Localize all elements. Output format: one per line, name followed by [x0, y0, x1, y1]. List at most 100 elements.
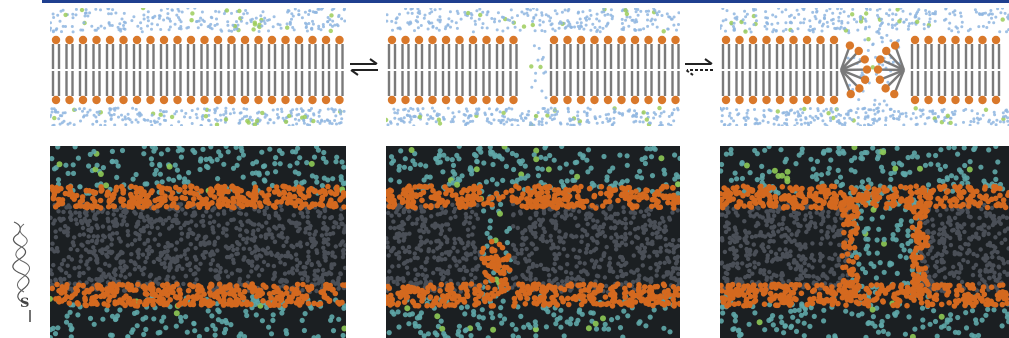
water-dot [886, 80, 890, 84]
tail-bead [448, 216, 453, 221]
water-bead [225, 149, 231, 155]
tail-bead [390, 264, 395, 269]
water-dot [317, 114, 321, 118]
tail-bead [235, 251, 240, 256]
water-dot [781, 111, 785, 115]
water-dot [575, 21, 579, 25]
water-dot [250, 118, 254, 122]
water-dot [340, 117, 344, 121]
water-bead [50, 335, 53, 338]
water-dot [469, 12, 473, 15]
water-dot [924, 12, 928, 16]
hydrophobic-pore-drawing [386, 8, 680, 126]
water-dot [880, 21, 884, 25]
ion-bead [97, 171, 104, 177]
tail-bead [77, 232, 82, 238]
lipid-tail [839, 69, 852, 95]
tail-bead [84, 280, 89, 285]
water-bead [644, 146, 650, 152]
tail-bead [461, 221, 467, 226]
lipid-head [829, 35, 839, 45]
water-dot [677, 23, 680, 26]
tail-bead [123, 208, 129, 213]
water-dot [604, 113, 608, 117]
tail-bead [650, 241, 655, 247]
tail-bead [557, 239, 563, 244]
tail-bead [520, 230, 525, 235]
tail-bead [413, 267, 418, 272]
water-dot [226, 23, 230, 27]
water-dot [635, 20, 639, 24]
tail-bead [73, 210, 78, 215]
water-bead [469, 167, 475, 173]
water-dot [787, 111, 791, 115]
water-bead [157, 163, 163, 169]
water-bead [490, 161, 496, 168]
water-dot [790, 21, 793, 25]
tail-bead [65, 226, 71, 231]
tail-bead [81, 232, 87, 237]
headgroup-bead [238, 187, 244, 194]
tail-bead [528, 274, 533, 279]
water-dot [666, 27, 670, 31]
headgroup-bead [143, 197, 149, 203]
water-bead [601, 153, 607, 160]
headgroup-bead [305, 300, 312, 307]
tail-bead [464, 268, 470, 274]
tail-bead [241, 257, 246, 262]
lipid-tail [840, 68, 866, 81]
lipid-head [617, 95, 626, 105]
tail-bead [185, 220, 191, 226]
water-dot [433, 8, 437, 12]
water-bead [230, 165, 237, 171]
water-dot [822, 109, 826, 113]
tail-bead [328, 215, 333, 221]
water-bead [221, 161, 227, 167]
lipid-head [991, 35, 1001, 45]
water-bead [522, 175, 528, 181]
tail-bead [658, 249, 663, 254]
water-bead [133, 171, 139, 178]
headgroup-bead [175, 302, 182, 308]
water-dot [409, 118, 413, 121]
tail-bead [174, 240, 180, 245]
water-dot [95, 120, 99, 124]
water-bead [395, 309, 401, 315]
water-bead [651, 307, 657, 313]
ion-dot [657, 105, 662, 111]
headgroup-bead [101, 301, 107, 307]
tail-bead [471, 225, 476, 230]
water-dot [992, 21, 996, 25]
water-dot [526, 113, 530, 117]
water-bead [605, 326, 612, 332]
tail-bead [144, 255, 150, 260]
water-dot [534, 71, 538, 75]
tail-bead [419, 241, 424, 247]
water-dot [770, 22, 774, 26]
headgroup-bead [54, 281, 60, 288]
water-dot [899, 8, 903, 10]
water-dot [177, 120, 181, 124]
lipid-head [213, 35, 223, 45]
tail-bead [87, 218, 92, 224]
tail-bead [149, 249, 155, 254]
water-bead [197, 166, 203, 173]
water-bead [272, 161, 278, 167]
ion-dot [466, 10, 471, 16]
water-bead [396, 324, 402, 330]
water-dot [595, 12, 599, 16]
water-bead [262, 178, 268, 184]
headgroup-bead [260, 298, 266, 304]
tail-bead [322, 237, 327, 242]
ion-dot [775, 109, 780, 114]
water-dot [448, 10, 452, 14]
water-dot [82, 114, 86, 118]
tail-bead [319, 233, 325, 238]
water-dot [908, 12, 912, 16]
water-bead [218, 153, 224, 159]
tail-bead [520, 235, 525, 241]
ion-bead [533, 156, 540, 163]
water-dot [972, 120, 976, 124]
tail-bead [553, 226, 558, 231]
water-dot [752, 23, 756, 27]
